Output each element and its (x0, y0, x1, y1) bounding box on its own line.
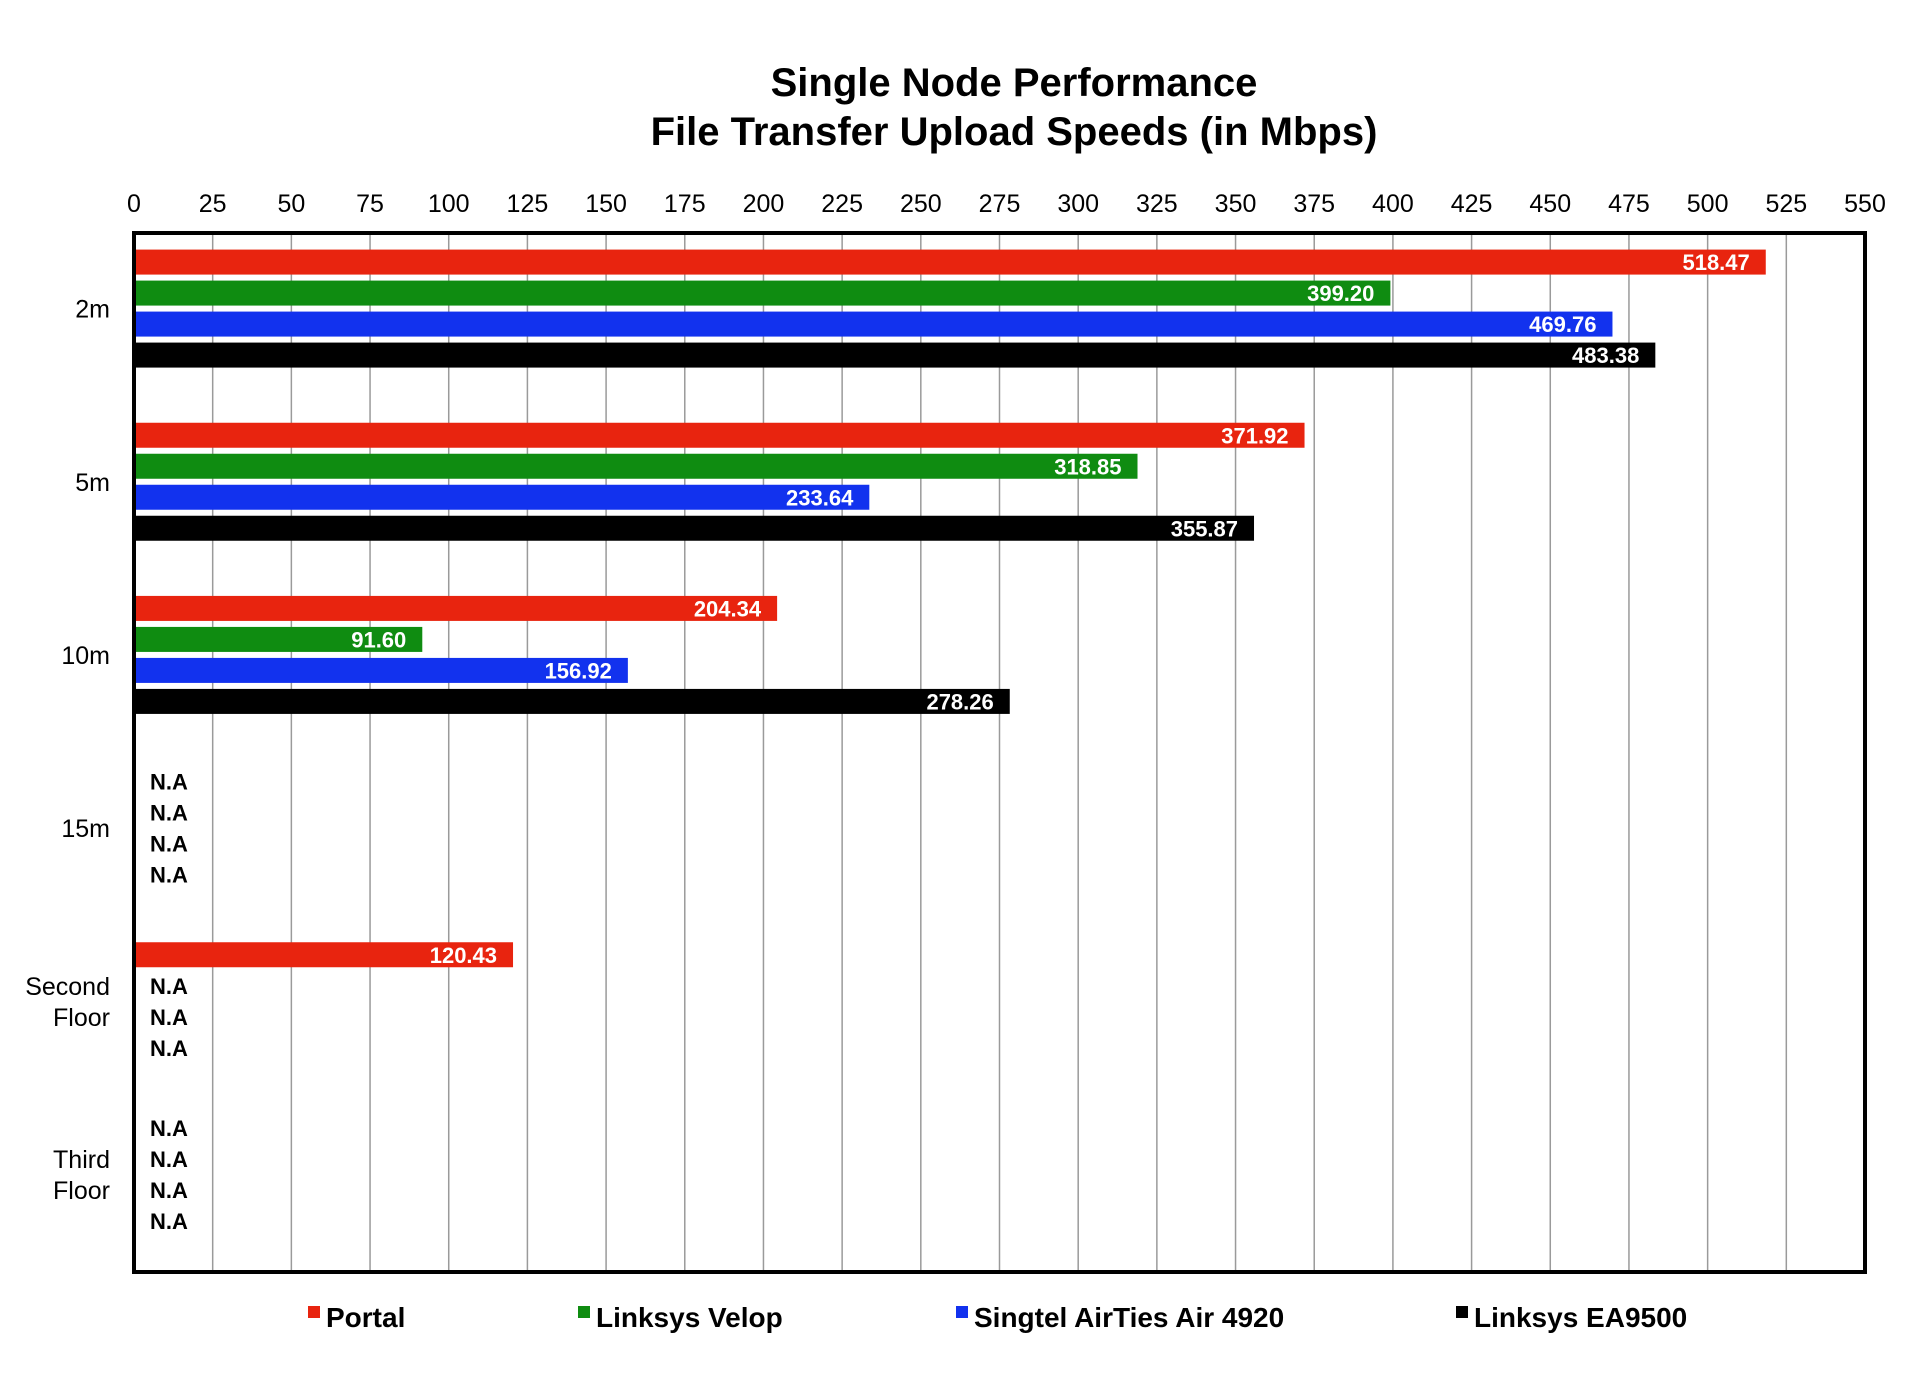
bar (134, 249, 1766, 275)
x-tick-label: 350 (1215, 190, 1257, 218)
bar-value-label: 518.47 (1682, 250, 1749, 275)
category-label: Second (25, 973, 110, 1001)
x-tick-label: 375 (1293, 190, 1335, 218)
bar-value-label: 318.85 (1054, 454, 1121, 479)
x-tick-label: 550 (1844, 190, 1886, 218)
bar-value-label: 156.92 (545, 658, 612, 683)
x-tick-label: 0 (127, 190, 141, 218)
x-tick-label: 475 (1608, 190, 1650, 218)
x-axis-ticks: 0 25 50 75 100 125 150 175 200 225 250 275 300 325 350… (127, 190, 1886, 218)
bar-value-label: 91.60 (351, 627, 406, 652)
bar-value-label: 371.92 (1221, 423, 1288, 448)
bar (134, 453, 1138, 479)
bar (134, 688, 1010, 714)
x-tick-label: 125 (507, 190, 549, 218)
bar-value-label: 399.20 (1307, 281, 1374, 306)
bar (134, 311, 1613, 337)
category-label: Third (53, 1146, 110, 1174)
bar (134, 422, 1305, 448)
na-label: N.A (150, 1147, 188, 1172)
legend-swatch (578, 1306, 590, 1318)
x-tick-label: 200 (743, 190, 785, 218)
x-tick-label: 225 (821, 190, 863, 218)
bar-value-label: 204.34 (694, 596, 762, 621)
legend-label: Linksys EA9500 (1474, 1302, 1687, 1333)
bar (134, 515, 1255, 541)
legend-swatch (956, 1306, 968, 1318)
x-tick-label: 525 (1765, 190, 1807, 218)
na-label: N.A (150, 1005, 188, 1030)
na-label: N.A (150, 832, 188, 857)
bar-value-label: 469.76 (1529, 312, 1596, 337)
legend-label: Linksys Velop (596, 1302, 783, 1333)
legend-swatch (308, 1306, 320, 1318)
chart-title-line-2: File Transfer Upload Speeds (in Mbps) (651, 110, 1378, 154)
x-tick-label: 75 (356, 190, 384, 218)
category-label: 2m (75, 296, 110, 324)
bar (134, 342, 1656, 368)
na-label: N.A (150, 863, 188, 888)
x-tick-label: 250 (900, 190, 942, 218)
bar (134, 942, 514, 968)
x-tick-label: 400 (1372, 190, 1414, 218)
bar-value-label: 120.43 (430, 943, 497, 968)
bars: 518.47 399.20 469.76 483.38 371.92 318.85 233.… (134, 249, 1766, 1234)
x-tick-label: 300 (1057, 190, 1099, 218)
category-label: 15m (61, 815, 110, 843)
x-tick-label: 175 (664, 190, 706, 218)
category-label: Floor (53, 1177, 110, 1205)
category-label: Floor (53, 1004, 110, 1032)
bar (134, 657, 628, 683)
bar-value-label: 233.64 (786, 485, 854, 510)
legend-label: Portal (326, 1302, 405, 1333)
bar (134, 626, 423, 652)
grid-lines (133, 233, 1866, 1272)
x-tick-label: 275 (979, 190, 1021, 218)
category-labels: 2m 5m 10m 15m Second Floor Third Floor (25, 296, 110, 1205)
na-label: N.A (150, 770, 188, 795)
chart-title-line-1: Single Node Performance (771, 61, 1258, 105)
na-label: N.A (150, 1209, 188, 1234)
x-tick-label: 425 (1451, 190, 1493, 218)
na-label: N.A (150, 974, 188, 999)
na-label: N.A (150, 1178, 188, 1203)
x-tick-label: 500 (1687, 190, 1729, 218)
bar (134, 280, 1391, 306)
na-label: N.A (150, 1036, 188, 1061)
x-tick-label: 100 (428, 190, 470, 218)
x-tick-label: 450 (1529, 190, 1571, 218)
bar-value-label: 483.38 (1572, 343, 1639, 368)
x-tick-label: 50 (277, 190, 305, 218)
legend-label: Singtel AirTies Air 4920 (974, 1302, 1284, 1333)
x-tick-label: 25 (199, 190, 227, 218)
bar (134, 484, 870, 510)
legend: Portal Linksys Velop Singtel AirTies Air 4… (308, 1302, 1687, 1333)
legend-swatch (1456, 1306, 1468, 1318)
x-tick-label: 150 (585, 190, 627, 218)
bar-value-label: 355.87 (1171, 516, 1238, 541)
x-tick-label: 325 (1136, 190, 1178, 218)
category-label: 10m (61, 642, 110, 670)
na-label: N.A (150, 801, 188, 826)
plot-frame (132, 231, 1867, 1274)
category-label: 5m (75, 469, 110, 497)
na-label: N.A (150, 1116, 188, 1141)
bar (134, 595, 778, 621)
bar-value-label: 278.26 (926, 689, 993, 714)
